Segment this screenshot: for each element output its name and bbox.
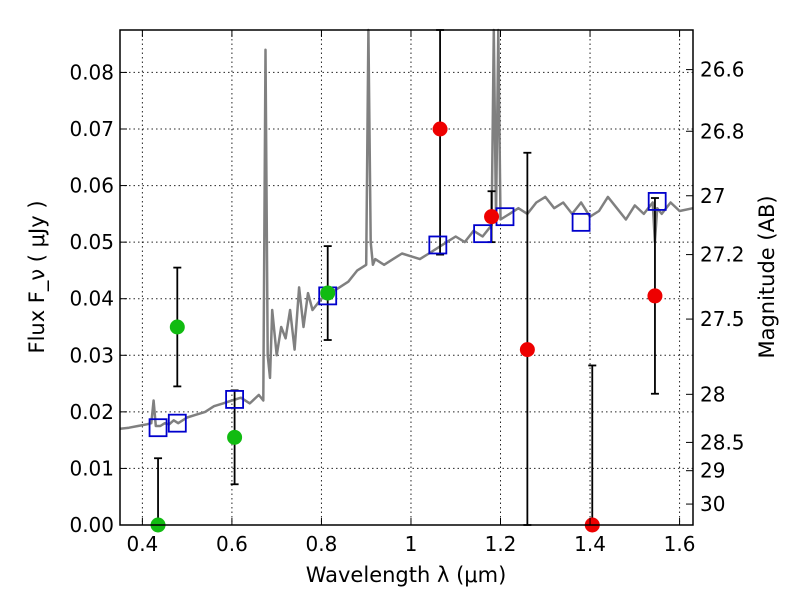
model-spectrum-layer [119, 28, 694, 431]
detection-point [484, 209, 500, 225]
right-tick-label: 27.2 [700, 243, 745, 267]
model-photometry-square [473, 224, 493, 244]
x-tick-label: 0.8 [306, 532, 338, 556]
x-tick-label: 0.6 [216, 532, 248, 556]
y-tick-label: 0.04 [69, 287, 114, 311]
ticks-layer: 0.4 0.6 0.8 1 1.2 1.4 1.6 0.00 0.01 0.02 0.03 0.04 0… [69, 30, 745, 556]
right-axis-label: Magnitude (AB) [755, 195, 779, 358]
detection-point [320, 285, 336, 301]
x-tick-label: 1.4 [574, 532, 606, 556]
right-tick-label: 27 [700, 184, 725, 208]
grid-lines [120, 30, 693, 526]
x-tick-label: 1.2 [485, 532, 517, 556]
error-bars-layer [154, 29, 659, 526]
right-tick-label: 30 [700, 492, 725, 516]
plot-frame [119, 29, 694, 526]
right-tick-label: 28 [700, 382, 725, 406]
y-tick-label: 0.07 [69, 117, 114, 141]
y-tick-label: 0.06 [69, 174, 114, 198]
detection-point [519, 342, 535, 358]
detection-point [432, 121, 448, 137]
model-photometry-square [428, 235, 448, 255]
x-tick-label: 1.6 [664, 532, 696, 556]
right-tick-label: 26.6 [700, 58, 745, 82]
y-tick-label: 0.03 [69, 343, 114, 367]
y-tick-label: 0.08 [69, 60, 114, 84]
model-photometry-square [167, 413, 187, 433]
detection-point [169, 319, 185, 335]
y-tick-label: 0.01 [69, 456, 114, 480]
right-tick-label: 29 [700, 459, 725, 483]
right-tick-label: 26.8 [700, 119, 745, 143]
right-tick-label: 28.5 [700, 430, 745, 454]
model-photometry-square [571, 212, 591, 232]
x-tick-label: 0.4 [126, 532, 158, 556]
detection-point [647, 288, 663, 304]
x-axis-label: Wavelength λ (μm) [306, 563, 507, 587]
detection-point [227, 429, 243, 445]
y-tick-label: 0.02 [69, 400, 114, 424]
y-axis-label: Flux F_ν ( μJy ) [25, 200, 50, 353]
model-photometry-square [647, 192, 667, 211]
spectrum-line [119, 28, 694, 431]
markers-layer [148, 121, 667, 533]
model-photometry-square [225, 390, 245, 409]
y-tick-label: 0.05 [69, 230, 114, 254]
model-photometry-square [148, 418, 168, 438]
right-tick-label: 27.5 [700, 307, 745, 331]
x-tick-label: 1 [405, 532, 418, 556]
y-tick-label: 0.00 [69, 513, 114, 537]
